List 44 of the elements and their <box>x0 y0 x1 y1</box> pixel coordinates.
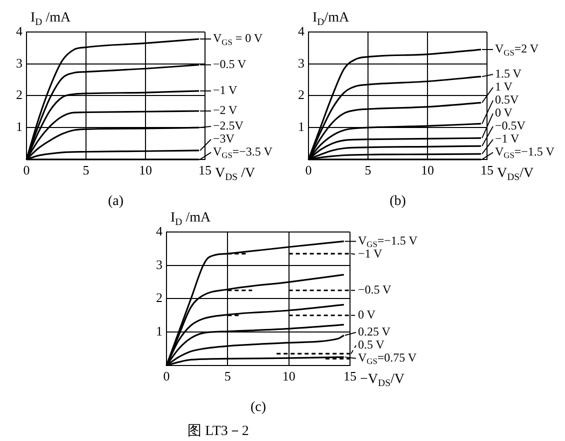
series-label: −0.5V <box>495 118 526 133</box>
text: (c) <box>250 400 266 416</box>
x-tick-label: 10 <box>282 368 296 384</box>
y-tick-label: 4 <box>298 23 305 38</box>
x-tick-label: 15 <box>344 368 356 384</box>
y-tick-label: 4 <box>156 223 163 238</box>
x-tick-label: 0 <box>163 368 170 384</box>
legend-label: 0 V <box>358 308 376 322</box>
y-tick-label: 4 <box>16 23 23 38</box>
y-tick-label: 1 <box>156 323 162 338</box>
x-tick-label: 5 <box>82 162 90 178</box>
y-tick-label: 2 <box>16 87 22 102</box>
text: (b) <box>390 194 406 210</box>
y-tick-label: 3 <box>16 55 22 70</box>
y-tick-label: 3 <box>156 256 162 272</box>
legend-label: −2 V <box>213 103 238 118</box>
legend-label: −2.5V <box>213 118 244 133</box>
series-label: 0 V <box>495 106 513 120</box>
text: 图 LT3－2 <box>188 424 249 440</box>
x-tick-label: 15 <box>480 162 494 178</box>
y-tick-label: 1 <box>16 118 22 134</box>
series-label: 1 V <box>495 80 513 94</box>
legend-label: −0.5 V <box>358 282 392 297</box>
x-tick-label: 10 <box>139 162 152 178</box>
series-label: 0.5V <box>495 92 519 107</box>
legend-label: 0.5 V <box>358 338 385 352</box>
legend-label: −1 V <box>358 246 383 260</box>
y-tick-label: 2 <box>298 87 304 102</box>
y-tick-label: 1 <box>298 118 304 134</box>
x-tick-label: 10 <box>421 162 434 178</box>
text: (a) <box>108 194 124 210</box>
x-tick-label: 5 <box>224 368 231 384</box>
x-tick-label: 0 <box>23 162 30 178</box>
legend-label: 0.25 V <box>358 324 391 339</box>
legend-label: −1 V <box>213 83 238 98</box>
y-tick-label: 2 <box>156 290 162 306</box>
x-tick-label: 0 <box>305 162 312 178</box>
legend-label: 1.5 V <box>495 66 522 81</box>
x-tick-label: 15 <box>198 162 212 178</box>
legend-label: −0.5 V <box>213 56 247 71</box>
legend-label: −3V <box>213 132 235 146</box>
x-tick-label: 5 <box>364 162 372 178</box>
legend-label: −1 V <box>495 132 520 146</box>
y-tick-label: 3 <box>298 55 304 70</box>
